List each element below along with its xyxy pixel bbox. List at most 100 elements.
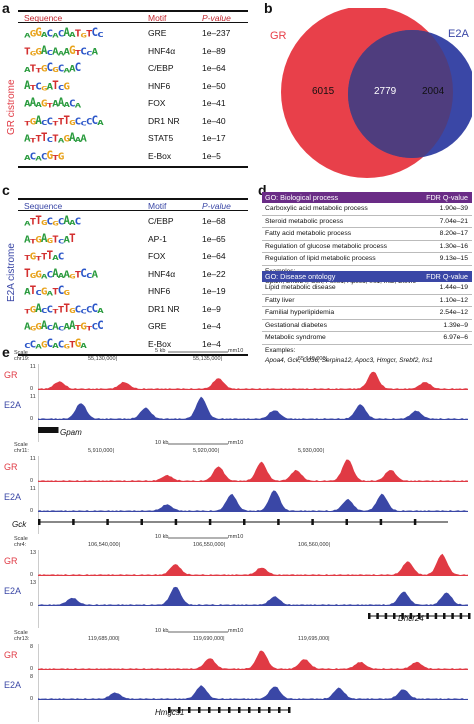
go-disease-ontology: GO: Disease ontology FDR Q-value Lipid m… bbox=[262, 271, 472, 365]
gr-track-label: GR bbox=[4, 462, 18, 472]
gene-exon bbox=[311, 519, 314, 525]
table-row: TGACCTTTGCCCCA DR1 NR 1e–40 bbox=[18, 113, 248, 128]
motif-logo: CCAGCACGTGA bbox=[24, 336, 87, 350]
go-term-row: Fatty liver 1.10e–12 bbox=[262, 295, 472, 307]
e2a-axis-max: 11 bbox=[30, 486, 36, 492]
table-row: AGGACACAATGTCC GRE 1e–4 bbox=[18, 319, 248, 333]
motif-pvalue: 1e–68 bbox=[202, 216, 226, 226]
table-row: TGTTTAC FOX 1e–64 bbox=[18, 249, 248, 263]
table-row: TGGACAAAGTCCA HNF4α 1e–89 bbox=[18, 43, 248, 58]
motif-logo: AGGACACAATGTCC bbox=[24, 318, 104, 332]
track-svg bbox=[38, 443, 468, 534]
panel-label-e: e bbox=[2, 344, 10, 360]
coordinate-tick: 106,540,000| bbox=[88, 542, 121, 548]
motif-name: FOX bbox=[148, 251, 166, 261]
e2a-axis-max: 8 bbox=[30, 674, 34, 680]
e2a-signal bbox=[38, 586, 468, 606]
coordinate-tick: 5,930,000| bbox=[298, 448, 324, 454]
chromosome-label: chr11: bbox=[14, 448, 29, 454]
venn-count-e2a-only: 2004 bbox=[422, 86, 445, 97]
gene-exon bbox=[174, 519, 178, 525]
gr-signal bbox=[38, 459, 468, 482]
gr-signal bbox=[38, 553, 468, 576]
go-dis-qheader: FDR Q-value bbox=[426, 272, 468, 281]
coordinate-tick: 55,140,000| bbox=[298, 356, 327, 362]
gene-exon bbox=[39, 427, 42, 433]
motif-name: STAT5 bbox=[148, 133, 174, 143]
gene-exon bbox=[48, 427, 51, 433]
go-bio-header: GO: Biological process FDR Q-value bbox=[262, 192, 472, 203]
go-term: Regulation of glucose metabolic process bbox=[265, 242, 388, 250]
motif-name: HNF4α bbox=[148, 268, 176, 279]
chromosome-label: chr13: bbox=[14, 636, 30, 642]
e2a-axis-zero: 0 bbox=[30, 508, 34, 514]
motif-pvalue: 1e–17 bbox=[202, 133, 226, 143]
motif-logo: ATTGCGCAAC bbox=[24, 60, 81, 74]
go-term: Familial hyperlipidemia bbox=[265, 309, 335, 316]
scale-bar-label: 10 kb bbox=[155, 440, 169, 446]
table-row: TGGACAAAGTCCA HNF4α 1e–22 bbox=[18, 266, 248, 281]
gr-track-label: GR bbox=[4, 556, 18, 566]
gene-exon bbox=[345, 519, 348, 525]
gene-exon bbox=[268, 707, 271, 713]
table-row: ACACGTG E-Box 1e–5 bbox=[18, 148, 248, 163]
e2a-signal bbox=[38, 490, 468, 512]
go-term: Fatty acid metabolic process bbox=[265, 230, 352, 237]
gene-exon bbox=[53, 427, 56, 433]
genome-tracks: Scale chr19: 5 kb mm10 55,130,000| 55,135,000… bbox=[0, 348, 474, 724]
gr-signal bbox=[38, 650, 468, 670]
gene-exon bbox=[451, 613, 454, 619]
motif-pvalue: 1e–64 bbox=[202, 63, 226, 73]
e2a-signal bbox=[38, 396, 468, 420]
motif-table-e2a: Sequence Motif P-value ATTGCGCAAC C/EBP 1e… bbox=[18, 198, 248, 356]
coordinate-tick: 119,695,000| bbox=[298, 636, 330, 642]
gene-exon bbox=[106, 519, 109, 525]
table-row: AAAGTAAACA FOX 1e–41 bbox=[18, 96, 248, 110]
scale-label: Scale bbox=[14, 350, 28, 356]
venn-label-gr: GR bbox=[270, 30, 287, 42]
go-qvalue: 1.39e–9 bbox=[443, 321, 468, 329]
gene-exon bbox=[218, 707, 221, 713]
gr-axis-zero: 0 bbox=[30, 572, 34, 578]
panel-label-d: d bbox=[258, 182, 267, 198]
panel-label-b: b bbox=[264, 0, 273, 16]
gene-exon bbox=[277, 519, 280, 525]
table-header: Sequence Motif P-value bbox=[18, 198, 248, 211]
gene-exon bbox=[384, 613, 388, 619]
gene-exon bbox=[178, 707, 181, 713]
motif-logo: ATGAGTCAT bbox=[24, 231, 76, 245]
e2a-axis-max: 13 bbox=[30, 580, 37, 586]
gene-exon bbox=[198, 707, 201, 713]
motif-table-gr: Sequence Motif P-value AGGACACAATGTCC GRE… bbox=[18, 10, 248, 168]
header-motif: Motif bbox=[148, 13, 167, 23]
motif-name: E-Box bbox=[148, 150, 172, 161]
motif-pvalue: 1e–4 bbox=[202, 338, 221, 349]
motif-logo: ATTGCGCAAC bbox=[24, 213, 81, 227]
motif-pvalue: 1e–4 bbox=[202, 321, 221, 331]
go-term-row: Metabolic syndrome 6.97e–6 bbox=[262, 332, 472, 345]
table-bottom-rule bbox=[18, 354, 248, 356]
gr-axis-max: 13 bbox=[30, 550, 37, 556]
header-sequence: Sequence bbox=[24, 201, 63, 211]
genome-track-hmgcs1: Scale chr13: 10 kb mm10 119,685,000| 119,690,… bbox=[0, 628, 474, 722]
gene-exon bbox=[47, 427, 50, 433]
go-qvalue: 1.44e–19 bbox=[439, 284, 468, 291]
header-sequence: Sequence bbox=[24, 13, 63, 23]
table-header: Sequence Motif P-value bbox=[18, 10, 248, 23]
go-term: Carboxylic acid metabolic process bbox=[265, 205, 368, 212]
go-qvalue: 1.30e–16 bbox=[439, 242, 468, 250]
venn-svg bbox=[281, 6, 474, 178]
go-term-row: Lipid metabolic disease 1.44e–19 bbox=[262, 282, 472, 295]
motif-pvalue: 1e–5 bbox=[202, 150, 221, 161]
table-row: ATTGCGCAAC C/EBP 1e–68 bbox=[18, 214, 248, 228]
scale-label: Scale bbox=[14, 630, 28, 636]
header-pvalue: P-value bbox=[202, 201, 231, 211]
motif-name: C/EBP bbox=[148, 63, 174, 73]
go-term: Fatty liver bbox=[265, 296, 295, 304]
motif-pvalue: 1e–9 bbox=[202, 303, 221, 314]
motif-pvalue: 1e–64 bbox=[202, 251, 226, 261]
go-term: Lipid metabolic disease bbox=[265, 284, 336, 291]
genome-track-gpam: Scale chr19: 5 kb mm10 55,130,000| 55,135,000… bbox=[0, 348, 474, 442]
gene-exon bbox=[208, 519, 212, 525]
genome-build-label: mm10 bbox=[228, 440, 244, 446]
